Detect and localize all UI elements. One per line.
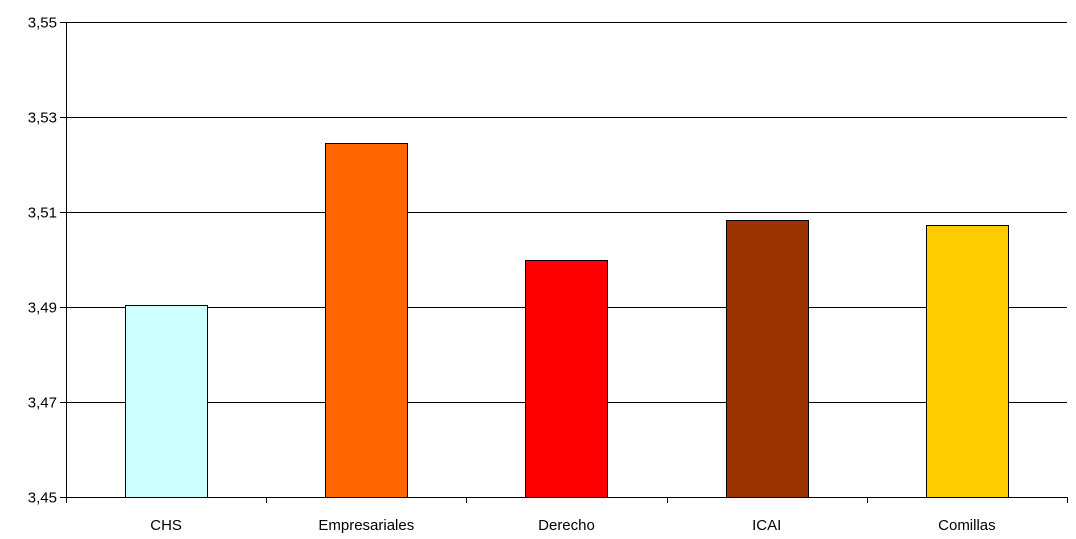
y-tick-labels: 3,45 3,47 3,49 3,51 3,53 3,55 [28, 15, 57, 507]
x-tick-label: Empresariales [318, 517, 414, 534]
y-tick-label: 3,55 [28, 15, 57, 32]
x-tick-label: CHS [150, 517, 182, 534]
y-tick-label: 3,49 [28, 300, 57, 317]
x-tick-label: ICAI [752, 517, 781, 534]
x-tick-label: Comillas [938, 517, 996, 534]
axes [66, 22, 1067, 498]
bar-chs [125, 305, 208, 498]
y-tick-label: 3,51 [28, 205, 57, 222]
bar-derecho [525, 260, 608, 498]
x-tick-labels: CHS Empresariales Derecho ICAI Comillas [150, 517, 995, 534]
x-tick-label: Derecho [538, 517, 595, 534]
bars [125, 143, 1009, 498]
y-tick-label: 3,53 [28, 110, 57, 127]
gridlines [60, 22, 1068, 503]
bar-comillas [926, 225, 1009, 498]
y-tick-label: 3,47 [28, 395, 57, 412]
bar-icai [726, 220, 809, 498]
bar-empresariales [325, 143, 408, 498]
y-tick-label: 3,45 [28, 490, 57, 507]
